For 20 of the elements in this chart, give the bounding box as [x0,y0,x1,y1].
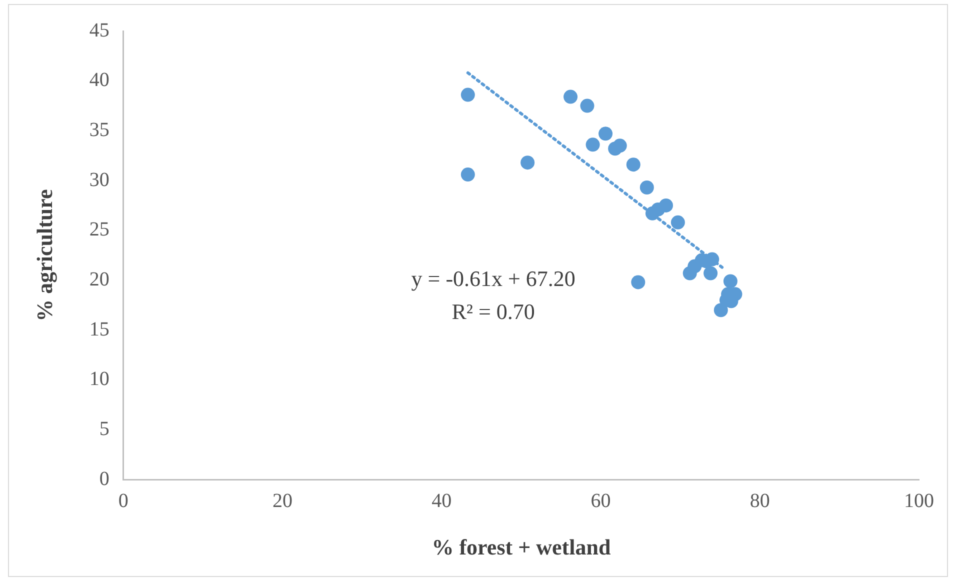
y-tick-label: 25 [89,218,110,241]
y-tick-label: 40 [89,69,110,92]
x-tick-label: 0 [118,490,128,512]
annotation: R² = 0.70 [452,298,535,324]
y-tick-label: 30 [89,168,110,191]
y-tick-label: 5 [99,418,110,440]
x-axis-title: % forest + wetland [432,534,611,560]
x-tick-label: 40 [432,490,452,512]
x-tick-label: 80 [750,490,770,512]
y-tick-label: 10 [89,368,110,390]
y-tick-label: 20 [89,268,110,290]
x-tick-label: 60 [590,490,611,512]
y-axis-title: % agriculture [32,188,57,322]
y-tick-label: 45 [89,19,110,42]
x-tick-label: 20 [272,490,293,512]
y-tick-label: 35 [89,118,110,141]
x-tick-label: 100 [904,490,934,512]
annotation: y = -0.61x + 67.20 [411,266,576,291]
y-tick-label: 0 [99,468,110,490]
y-tick-label: 15 [89,318,110,340]
